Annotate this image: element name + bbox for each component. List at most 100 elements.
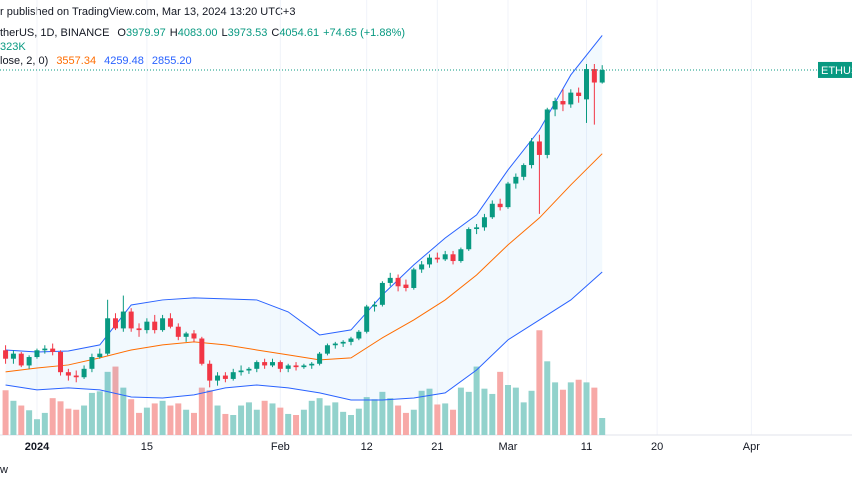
candle-body: [222, 375, 228, 379]
candle-body: [560, 101, 566, 105]
candle-body: [450, 254, 456, 262]
volume-bar: [473, 366, 480, 435]
candle-body: [238, 370, 244, 373]
candle-body: [317, 353, 323, 364]
candle-body: [183, 333, 189, 337]
bb-line: lose, 2, 0) 3557.34 4259.48 2855.20: [0, 55, 192, 67]
volume-bar: [481, 388, 488, 435]
candle-body: [356, 331, 362, 339]
volume-bar: [340, 411, 347, 435]
band-lower: [5, 271, 603, 401]
candle-body: [576, 92, 582, 96]
volume-bar: [41, 412, 48, 435]
x-tick-label: 15: [141, 441, 153, 453]
candle-body: [160, 318, 166, 331]
candle-body: [97, 353, 103, 358]
volume-bar: [363, 397, 370, 435]
candle-body: [120, 311, 126, 329]
x-tick-label: Feb: [271, 441, 290, 453]
volume-bar: [18, 405, 25, 435]
candle-body: [481, 217, 487, 228]
volume-bar: [81, 405, 88, 435]
candle-body: [81, 368, 87, 378]
volume-bar: [2, 390, 9, 435]
candle-body: [207, 363, 213, 381]
volume-bar: [261, 400, 268, 435]
candle-body: [324, 345, 330, 354]
volume-bar: [489, 393, 496, 435]
candle-body: [544, 109, 550, 155]
candle-body: [144, 321, 150, 331]
candle-body: [10, 353, 16, 359]
candle-body: [332, 343, 338, 346]
candle-body: [536, 141, 542, 155]
volume-bar: [300, 409, 307, 435]
band-basis: [5, 153, 603, 373]
candle-body: [348, 338, 354, 342]
candle-body: [175, 326, 181, 337]
candle-body: [254, 362, 260, 369]
candle-body: [112, 318, 118, 329]
volume-bar: [308, 400, 315, 435]
volume-bar: [504, 385, 511, 435]
volume-bar: [520, 402, 527, 435]
volume-bar: [245, 402, 252, 435]
volume-bar: [33, 419, 40, 435]
candle-body: [301, 365, 307, 368]
candle-body: [215, 375, 221, 381]
ohlc-value: 3979.97: [126, 27, 166, 39]
volume-bar: [426, 388, 433, 435]
published-line: r published on TradingView.com, Mar 13, …: [0, 6, 295, 18]
x-tick-label: 12: [361, 441, 373, 453]
candle-body: [552, 101, 558, 110]
volume-bar: [559, 389, 566, 435]
candle-body: [136, 328, 142, 331]
volume-bar: [175, 403, 182, 435]
candle-body: [152, 321, 158, 331]
volume-bar: [410, 409, 417, 435]
volume-bar: [402, 412, 409, 435]
x-tick-label: Mar: [499, 441, 518, 453]
candle-body: [489, 203, 495, 218]
volume-bar: [379, 391, 386, 435]
volume-bar: [442, 403, 449, 435]
volume-bar: [49, 398, 56, 435]
candle-body: [591, 69, 597, 83]
ohlc-value: 4083.00: [178, 27, 218, 39]
volume-bar: [512, 387, 519, 435]
volume-bar: [332, 402, 339, 435]
volume-bar: [73, 409, 80, 435]
candle-body: [309, 363, 315, 366]
candle-body: [73, 375, 79, 378]
candle-body: [474, 227, 480, 230]
x-tick-label: 2024: [25, 441, 50, 453]
volume-bar: [104, 371, 111, 435]
volume-bar: [269, 403, 276, 435]
change: +74.65 (+1.88%): [323, 27, 405, 39]
candle-body: [269, 362, 275, 366]
candle-body: [50, 348, 56, 352]
volume-bar: [591, 387, 598, 435]
candle-body: [364, 306, 370, 332]
candle-body: [26, 357, 32, 366]
candle-body: [89, 357, 95, 369]
volume-bar: [434, 404, 441, 435]
candle-body: [230, 372, 236, 379]
volume-bar: [497, 371, 504, 435]
candle-body: [584, 69, 590, 100]
ohlc-value: 4054.61: [279, 27, 319, 39]
candle-body: [293, 365, 299, 368]
volume-bar: [128, 399, 135, 435]
candle-body: [42, 348, 48, 351]
ohlc-key: H: [170, 27, 178, 39]
volume-bar: [253, 409, 260, 435]
volume-bar: [230, 415, 237, 435]
bb-value: 3557.34: [56, 55, 96, 67]
candle-body: [599, 69, 605, 83]
volume-bar: [198, 387, 205, 435]
candle-body: [128, 311, 134, 329]
candle-body: [262, 362, 268, 366]
volume-bar: [96, 391, 103, 435]
volume-bar: [575, 379, 582, 435]
volume-bar: [159, 400, 166, 435]
